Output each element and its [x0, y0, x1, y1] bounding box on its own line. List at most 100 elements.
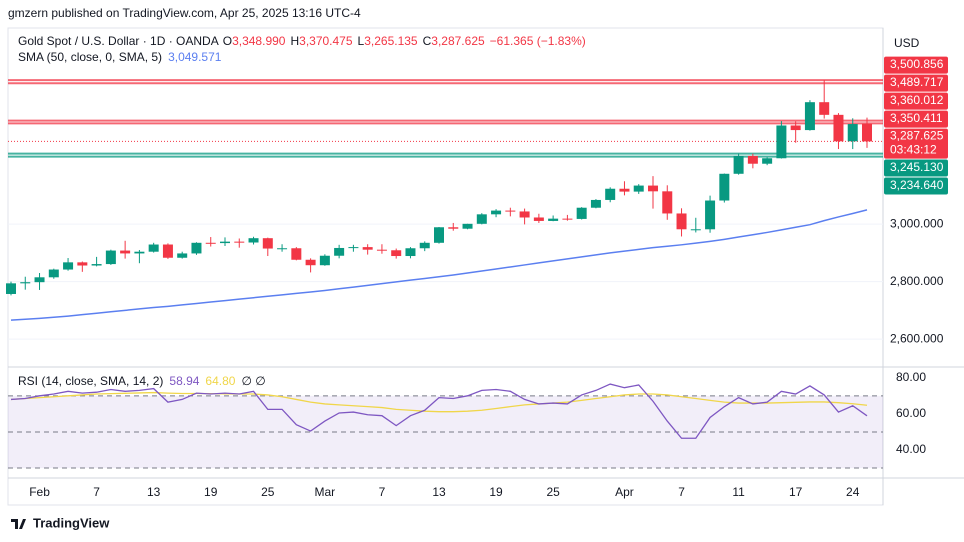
ohlc-label: C: [423, 34, 432, 48]
candle-body: [804, 102, 815, 131]
y-tick-label: 2,800.000: [890, 274, 944, 288]
y-tick-label: 2,600.000: [890, 331, 944, 345]
candle-body: [747, 155, 758, 164]
legend-value: 64.80: [205, 374, 235, 388]
x-tick-label: 7: [93, 485, 100, 499]
price-label: 3,234.640: [890, 178, 944, 192]
candle-body: [220, 241, 230, 244]
axis-unit: USD: [894, 36, 920, 50]
candle-body: [120, 250, 131, 254]
last-price-label-box: [884, 128, 948, 159]
price-label-box: [884, 177, 948, 195]
candle-body: [562, 218, 573, 220]
brand: TradingView: [33, 515, 110, 530]
ohlc-label: O: [223, 34, 232, 48]
candle-body: [148, 244, 159, 252]
ohlc-value: 3,348.990: [232, 34, 286, 48]
candle-body: [34, 277, 45, 283]
candle-body: [162, 244, 173, 258]
candle-body: [91, 264, 102, 266]
candle-body: [690, 229, 701, 231]
candle-body: [462, 223, 473, 229]
y-tick-label: 60.00: [896, 406, 926, 420]
published-note: gmzern published on TradingView.com, Apr…: [8, 6, 361, 20]
candle-body: [105, 250, 116, 265]
price-label-box: [884, 92, 948, 110]
legend-value: 3,049.571: [168, 50, 222, 64]
candle-body: [419, 242, 430, 249]
candle-body: [505, 210, 516, 212]
candle-body: [63, 262, 74, 270]
x-tick-label: Feb: [29, 485, 50, 499]
ohlc-label: L: [358, 34, 365, 48]
x-tick-label: 7: [379, 485, 386, 499]
candle-body: [234, 241, 245, 243]
candle-body: [790, 125, 801, 131]
legend-line: Gold Spot / U.S. Dollar · 1D · OANDA O3,3…: [18, 34, 586, 48]
last-price-label: 3,287.625: [890, 129, 944, 143]
candle-body: [491, 210, 502, 215]
x-tick-label: 13: [147, 485, 161, 499]
candle-body: [605, 188, 616, 200]
price-label-box: [884, 110, 948, 128]
rsi-line: [10, 383, 868, 439]
candle-body: [819, 102, 830, 115]
candle-body: [434, 227, 444, 243]
legend-extra: ∅ ∅: [241, 374, 265, 388]
candle-body: [134, 251, 145, 254]
price-label: 3,245.130: [890, 160, 944, 174]
legend-title: Gold Spot / U.S. Dollar · 1D · OANDA: [18, 34, 219, 48]
x-tick-label: 17: [789, 485, 803, 499]
candle-body: [405, 248, 416, 257]
candle-body: [662, 191, 673, 214]
rsi-line: [10, 391, 868, 413]
candle-body: [348, 247, 359, 249]
price-label-box: [884, 159, 948, 177]
candle-body: [291, 248, 302, 260]
candle-body: [191, 242, 202, 254]
y-tick-label: 80.00: [896, 370, 926, 384]
legend-name: SMA (50, close, 0, SMA, 5): [18, 50, 162, 64]
candle-body: [448, 227, 459, 229]
ohlc-value: 3,265.135: [364, 34, 418, 48]
price-label-box: [884, 74, 948, 92]
y-tick-label: 40.00: [896, 442, 926, 456]
candle-body: [548, 218, 559, 221]
candle-body: [776, 125, 787, 159]
candle-body: [590, 199, 601, 208]
legend-value: 58.94: [169, 374, 199, 388]
legend-title: RSI (14, close, SMA, 14, 2): [18, 374, 163, 388]
x-tick-label: 19: [204, 485, 218, 499]
candle-body: [20, 282, 31, 284]
candle-body: [847, 124, 858, 142]
x-tick-label: 7: [678, 485, 685, 499]
change-value: −61.365 (−1.83%): [490, 34, 586, 48]
price-label: 3,489.717: [890, 75, 944, 89]
candle-body: [862, 123, 872, 142]
candle-body: [633, 185, 644, 192]
candle-body: [833, 114, 844, 142]
x-tick-label: 19: [489, 485, 503, 499]
candle-body: [376, 249, 387, 251]
candle-body: [319, 255, 330, 266]
x-tick-label: Apr: [615, 485, 634, 499]
logo: [11, 519, 26, 529]
x-tick-label: Mar: [315, 485, 336, 499]
ohlc-value: 3,287.625: [431, 34, 485, 48]
candle-body: [576, 207, 587, 219]
x-tick-label: 24: [846, 485, 860, 499]
price-label: 3,360.012: [890, 93, 944, 107]
candle-body: [733, 155, 744, 174]
candle-body: [705, 200, 716, 230]
candle-body: [762, 158, 773, 164]
candle-body: [248, 238, 259, 243]
candle-body: [676, 213, 687, 230]
candle-body: [48, 269, 59, 278]
candle-body: [619, 188, 630, 192]
price-label: 3,500.856: [890, 57, 944, 71]
countdown-label: 03:43:12: [890, 143, 937, 157]
candle-body: [262, 238, 273, 249]
price-label: 3,350.411: [890, 111, 943, 125]
candle-body: [305, 259, 316, 266]
sma-line: [10, 209, 868, 321]
